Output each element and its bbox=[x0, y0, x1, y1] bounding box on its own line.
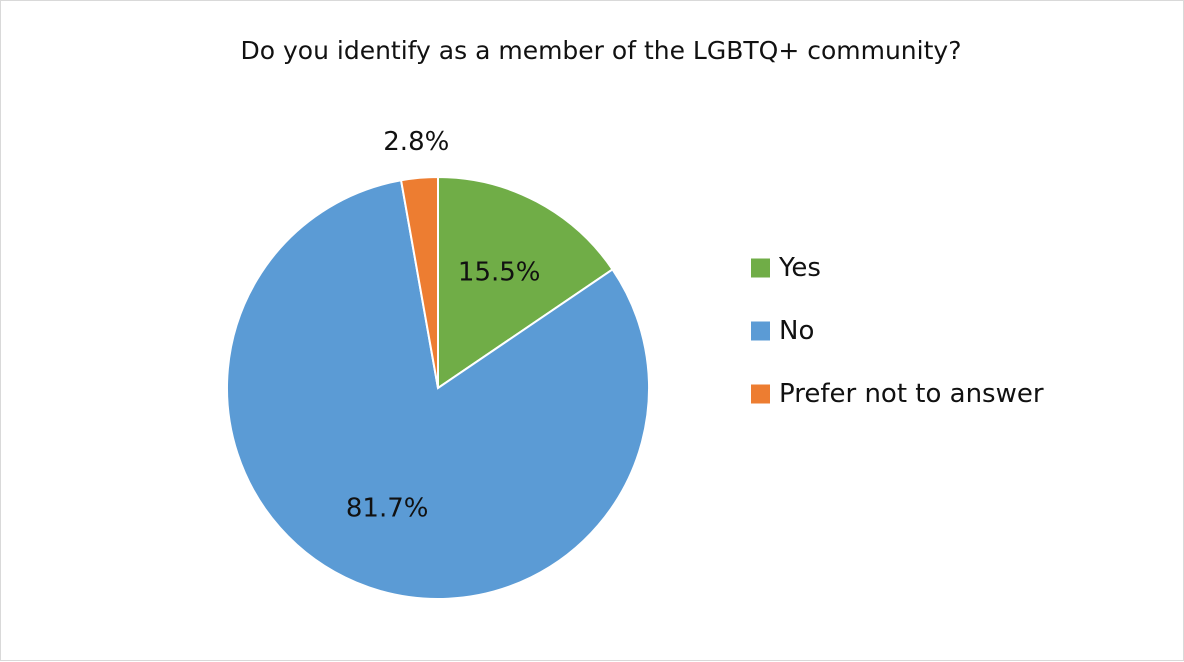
legend-label-yes: Yes bbox=[778, 253, 821, 283]
pie-slices bbox=[226, 175, 650, 600]
pie-slice-no bbox=[226, 179, 650, 600]
pie-slice-yes bbox=[437, 175, 614, 390]
data-label-no: 81.7% bbox=[346, 494, 429, 524]
data-label-prefer-not-to-answer: 2.8% bbox=[383, 127, 449, 157]
legend-swatch-yes bbox=[751, 258, 770, 278]
legend: Yes No Prefer not to answer bbox=[751, 253, 1044, 409]
pie-slice-prefer-not-to-answer bbox=[399, 175, 439, 389]
legend-label-no: No bbox=[779, 316, 814, 346]
data-label-yes: 15.5% bbox=[458, 257, 541, 287]
chart-title: Do you identify as a member of the LGBTQ… bbox=[241, 36, 962, 65]
pie-data-labels: 15.5% 81.7% 2.8% bbox=[346, 127, 541, 523]
legend-swatch-no bbox=[751, 321, 770, 341]
legend-label-prefer-not-to-answer: Prefer not to answer bbox=[779, 379, 1044, 409]
legend-swatch-prefer-not-to-answer bbox=[751, 384, 770, 404]
